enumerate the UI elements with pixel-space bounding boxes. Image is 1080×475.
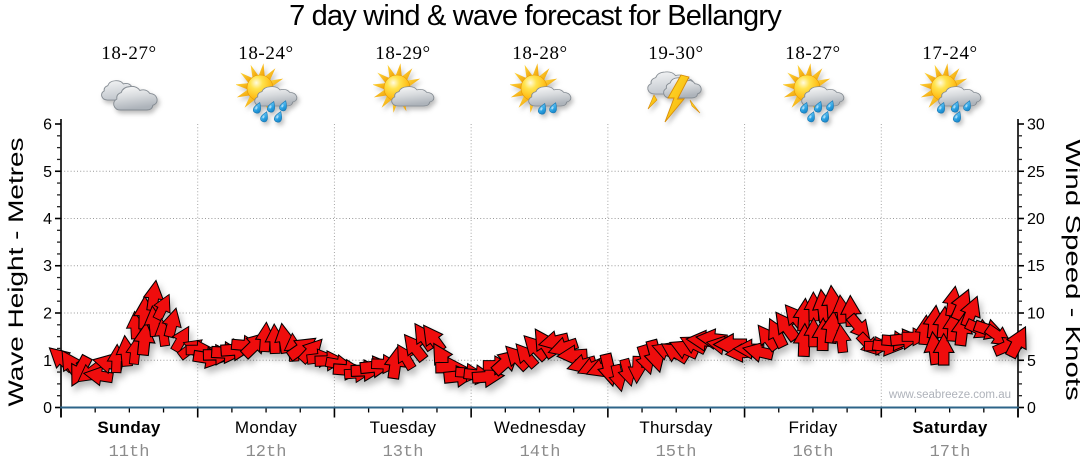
svg-text:0: 0 bbox=[1027, 400, 1036, 417]
svg-text:30: 30 bbox=[1027, 117, 1045, 134]
svg-text:2: 2 bbox=[43, 306, 52, 323]
svg-text:1: 1 bbox=[43, 353, 52, 370]
svg-text:6: 6 bbox=[43, 117, 52, 134]
svg-text:0: 0 bbox=[43, 400, 52, 417]
svg-text:20: 20 bbox=[1027, 211, 1045, 228]
svg-text:5: 5 bbox=[43, 164, 52, 181]
svg-text:5: 5 bbox=[1027, 353, 1036, 370]
svg-text:4: 4 bbox=[43, 211, 52, 228]
svg-text:25: 25 bbox=[1027, 164, 1045, 181]
svg-text:15: 15 bbox=[1027, 258, 1045, 275]
svg-text:10: 10 bbox=[1027, 306, 1045, 323]
svg-text:3: 3 bbox=[43, 258, 52, 275]
